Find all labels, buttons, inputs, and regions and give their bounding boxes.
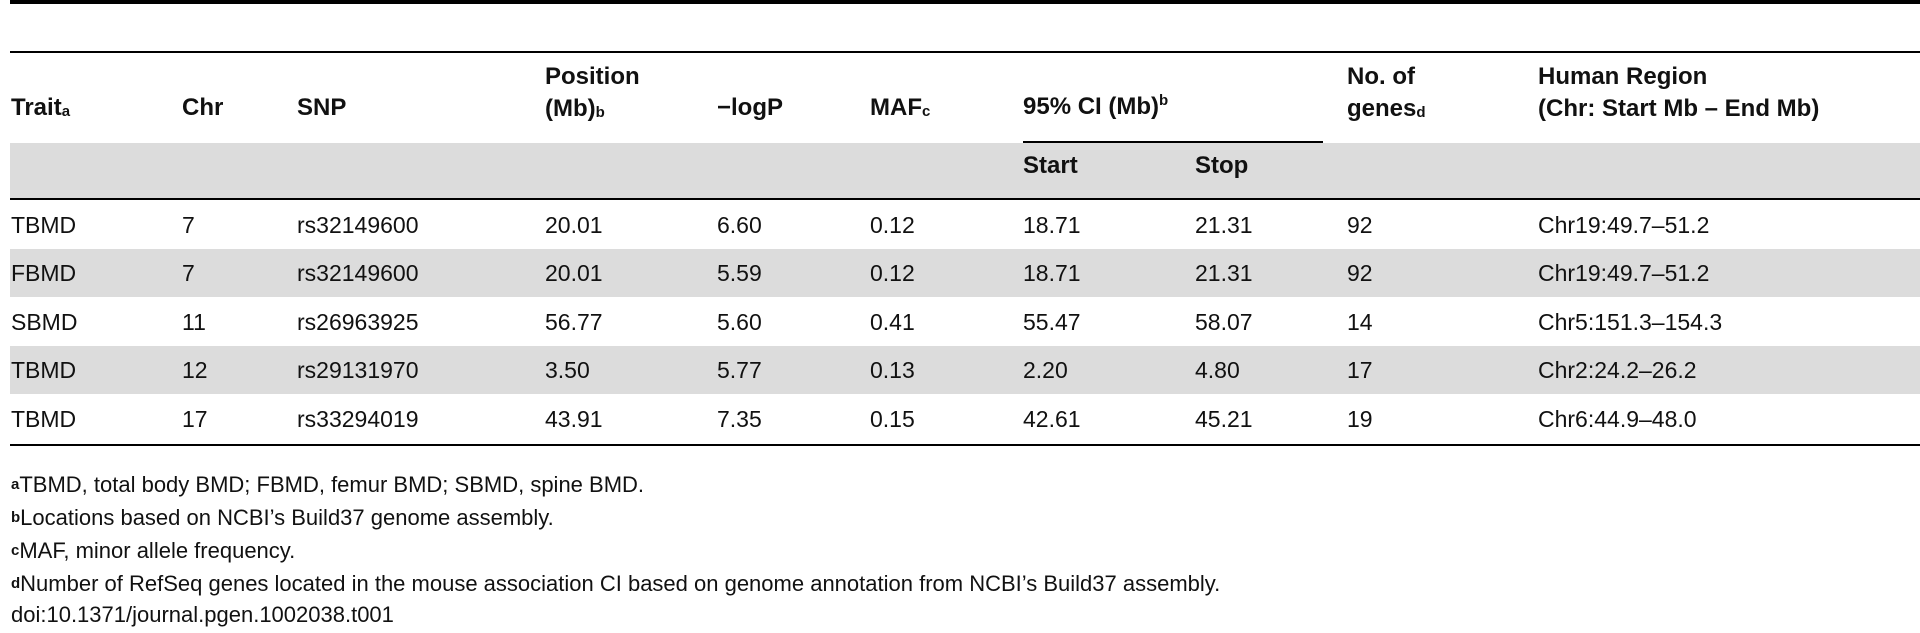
cell-genes: 14: [1347, 309, 1373, 335]
header-maf: MAFc: [870, 94, 931, 121]
cell-snp: rs26963925: [297, 309, 419, 335]
cell-trait: TBMD: [11, 357, 77, 383]
table-bottom-rule: [10, 444, 1920, 446]
cell-human: Chr19:49.7–51.2: [1538, 212, 1710, 238]
cell-start: 18.71: [1023, 260, 1081, 286]
cell-stop: 45.21: [1195, 406, 1253, 432]
cell-chr: 11: [182, 309, 206, 335]
cell-maf: 0.13: [870, 357, 915, 383]
header-top-rule: [10, 51, 1920, 53]
cell-logp: 6.60: [717, 212, 762, 238]
cell-genes: 92: [1347, 260, 1373, 286]
cell-maf: 0.41: [870, 309, 915, 335]
header-bottom-rule: [10, 198, 1920, 200]
cell-position: 20.01: [545, 260, 603, 286]
subheader-band: [10, 143, 1920, 198]
cell-chr: 17: [182, 406, 208, 432]
cell-human: Chr6:44.9–48.0: [1538, 406, 1697, 432]
cell-trait: FBMD: [11, 260, 77, 286]
cell-snp: rs33294019: [297, 406, 419, 432]
footnote-d: dNumber of RefSeq genes located in the m…: [11, 571, 1221, 596]
cell-chr: 7: [182, 212, 195, 238]
header-ci: 95% CI (Mb)b: [1023, 92, 1169, 120]
cell-snp: rs32149600: [297, 212, 419, 238]
cell-position: 56.77: [545, 309, 603, 335]
cell-maf: 0.12: [870, 260, 915, 286]
cell-position: 43.91: [545, 406, 603, 432]
cell-genes: 92: [1347, 212, 1373, 238]
cell-human: Chr5:151.3–154.3: [1538, 309, 1723, 335]
cell-trait: TBMD: [11, 406, 77, 432]
cell-chr: 7: [182, 260, 195, 286]
header-trait: Traita: [11, 94, 71, 121]
cell-snp: rs32149600: [297, 260, 419, 286]
header-chr: Chr: [182, 94, 224, 121]
cell-logp: 5.59: [717, 260, 762, 286]
cell-trait: SBMD: [11, 309, 78, 335]
cell-start: 18.71: [1023, 212, 1081, 238]
footnote-a: aTBMD, total body BMD; FBMD, femur BMD; …: [11, 472, 645, 497]
cell-start: 55.47: [1023, 309, 1081, 335]
cell-chr: 12: [182, 357, 208, 383]
header-ci-stop: Stop: [1195, 152, 1249, 179]
header-logp: −logP: [717, 94, 784, 121]
cell-stop: 4.80: [1195, 357, 1240, 383]
cell-logp: 7.35: [717, 406, 762, 432]
cell-position: 3.50: [545, 357, 590, 383]
cell-trait: TBMD: [11, 212, 77, 238]
cell-snp: rs29131970: [297, 357, 419, 383]
header-position: Position (Mb)b: [545, 63, 640, 122]
cell-logp: 5.60: [717, 309, 762, 335]
cell-start: 2.20: [1023, 357, 1068, 383]
row-band: [10, 249, 1920, 297]
header-ci-start: Start: [1023, 152, 1078, 179]
cell-genes: 17: [1347, 357, 1373, 383]
cell-maf: 0.12: [870, 212, 915, 238]
ci-span-rule: [1023, 141, 1323, 143]
header-snp: SNP: [297, 94, 347, 121]
cell-stop: 21.31: [1195, 260, 1253, 286]
cell-stop: 21.31: [1195, 212, 1253, 238]
header-human-region: Human Region (Chr: Start Mb – End Mb): [1538, 63, 1820, 122]
footnote-b: bLocations based on NCBI’s Build37 genom…: [11, 505, 554, 530]
doi-text: doi:10.1371/journal.pgen.1002038.t001: [11, 602, 394, 627]
cell-position: 20.01: [545, 212, 603, 238]
top-border: [10, 0, 1920, 4]
cell-stop: 58.07: [1195, 309, 1253, 335]
footnote-c: cMAF, minor allele frequency.: [11, 538, 296, 563]
row-band: [10, 346, 1920, 394]
cell-start: 42.61: [1023, 406, 1081, 432]
header-genes: No. of genesd: [1347, 63, 1426, 122]
cell-maf: 0.15: [870, 406, 915, 432]
cell-human: Chr19:49.7–51.2: [1538, 260, 1710, 286]
cell-genes: 19: [1347, 406, 1373, 432]
cell-logp: 5.77: [717, 357, 762, 383]
cell-human: Chr2:24.2–26.2: [1538, 357, 1697, 383]
